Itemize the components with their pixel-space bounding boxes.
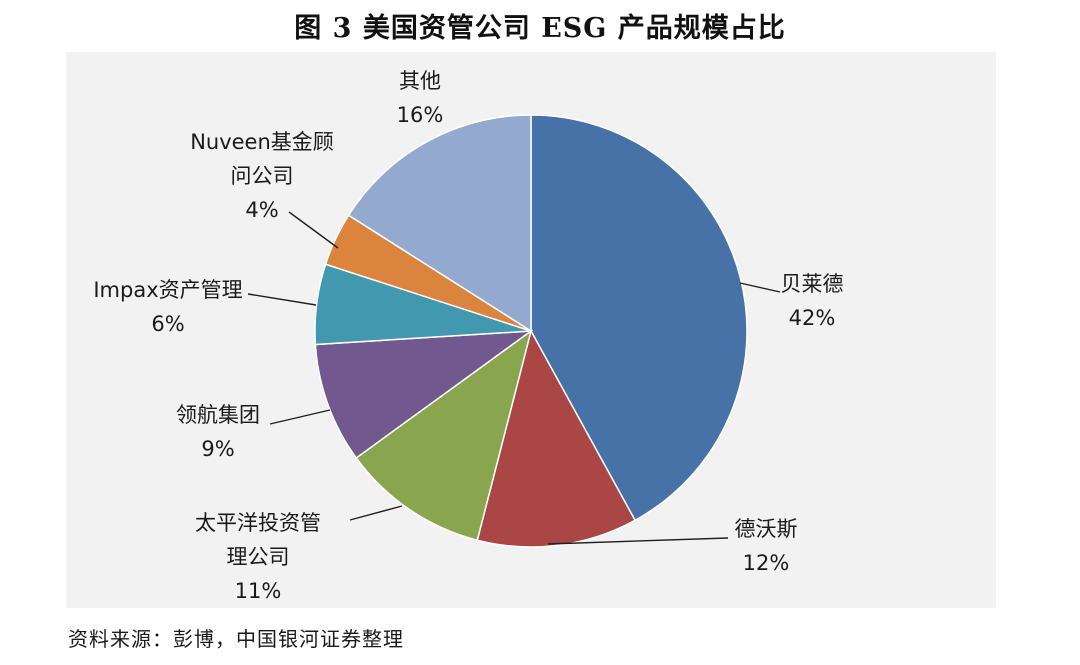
slice-value-label: 6% [151, 312, 184, 336]
pie-slice-1 [530, 114, 748, 522]
pie-slice-3 [355, 329, 533, 542]
slice-name-label: 问公司 [231, 164, 294, 188]
slice-value-label: 4% [245, 198, 278, 222]
slice-name-label: 德沃斯 [735, 517, 798, 541]
leader-line-1 [739, 282, 781, 293]
slice-name-label: 太平洋投资管 [195, 511, 321, 535]
leader-line-4 [269, 409, 331, 425]
slice-name-label: Nuveen基金顾 [190, 130, 334, 154]
slice-name-label: 其他 [399, 69, 441, 93]
slice-name-label: 领航集团 [176, 403, 260, 427]
leader-line-5 [247, 293, 317, 306]
chart-title: 图 3 美国资管公司 ESG 产品规模占比 [294, 13, 786, 44]
slice-name-label: Impax资产管理 [93, 278, 242, 302]
source-note: 资料来源：彭博，中国银河证券整理 [68, 627, 404, 651]
leader-lines [247, 211, 781, 545]
leader-line-6 [288, 211, 339, 249]
slice-value-label: 16% [397, 103, 444, 127]
slice-value-label: 12% [743, 551, 790, 575]
pie-slices [314, 114, 748, 548]
slice-value-label: 9% [201, 437, 234, 461]
slice-name-label: 理公司 [227, 545, 290, 569]
pie-slice-4 [314, 330, 534, 460]
pie-slice-7 [347, 114, 532, 333]
slice-name-label: 贝莱德 [781, 272, 844, 296]
slice-value-label: 42% [789, 306, 836, 330]
leader-line-3 [349, 505, 403, 521]
slice-value-label: 11% [235, 579, 282, 603]
pie-slice-2 [476, 328, 637, 548]
leader-line-2 [547, 537, 729, 545]
